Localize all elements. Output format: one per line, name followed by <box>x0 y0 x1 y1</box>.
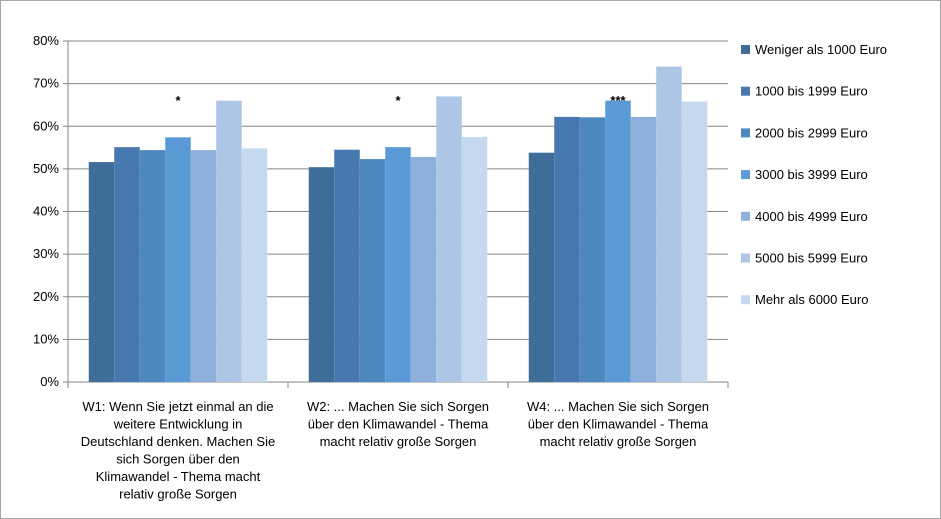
x-category-label: macht relativ große Sorgen <box>320 434 477 449</box>
bar <box>605 100 631 383</box>
legend-swatch <box>741 128 750 138</box>
bar <box>334 149 360 382</box>
legend-label: Weniger als 1000 Euro <box>755 42 887 57</box>
legend-swatch <box>741 86 750 96</box>
y-tick-label: 60% <box>33 118 59 133</box>
legend-swatch <box>741 170 750 180</box>
y-tick-label: 10% <box>33 331 59 346</box>
legend-label: 3000 bis 3999 Euro <box>755 167 868 182</box>
legend-label: 1000 bis 1999 Euro <box>755 84 868 99</box>
bar <box>216 100 242 383</box>
bar <box>88 162 115 382</box>
legend-label: Mehr als 6000 Euro <box>755 292 868 307</box>
x-category-label: macht relativ große Sorgen <box>540 434 697 449</box>
x-category-label: relativ große Sorgen <box>119 487 237 502</box>
legend-swatch <box>741 253 750 263</box>
bar <box>165 137 191 382</box>
x-category-label: über den Klimawandel - Thema <box>308 417 489 432</box>
x-category-label: sich Sorgen über den <box>116 452 240 467</box>
x-category-label: Deutschland denken. Machen Sie <box>81 434 275 449</box>
bar <box>656 66 682 382</box>
bar <box>359 159 386 382</box>
legend-swatch <box>741 211 750 221</box>
y-tick-label: 20% <box>33 289 59 304</box>
bar <box>190 150 217 382</box>
bar <box>681 101 708 382</box>
y-tick-label: 30% <box>33 246 59 261</box>
legend-label: 4000 bis 4999 Euro <box>755 209 868 224</box>
bar <box>308 167 335 382</box>
x-category-label: über den Klimawandel - Thema <box>528 417 709 432</box>
legend-swatch <box>741 295 750 305</box>
x-category-label: Klimawandel - Thema macht <box>96 469 261 484</box>
bar <box>461 136 488 382</box>
x-category-label: W2: ... Machen Sie sich Sorgen <box>307 399 489 414</box>
y-tick-label: 80% <box>33 33 59 48</box>
bar <box>579 117 606 382</box>
x-category-label: W1: Wenn Sie jetzt einmal an die <box>82 399 273 414</box>
x-category-label: weitere Entwicklung in <box>113 417 243 432</box>
bar <box>630 116 657 382</box>
legend-label: 5000 bis 5999 Euro <box>755 251 868 266</box>
significance-marker: * <box>175 93 181 108</box>
bar <box>385 147 411 382</box>
bar <box>528 152 555 382</box>
bar <box>114 147 140 382</box>
bar <box>139 150 166 382</box>
legend-label: 2000 bis 2999 Euro <box>755 125 868 140</box>
bar <box>436 96 462 382</box>
legend-swatch <box>741 45 750 54</box>
y-tick-label: 40% <box>33 204 59 219</box>
y-tick-label: 50% <box>33 161 59 176</box>
bar <box>554 116 580 382</box>
y-tick-label: 70% <box>33 76 59 91</box>
significance-marker: * <box>395 93 401 108</box>
significance-marker: *** <box>610 93 626 108</box>
bar <box>410 156 437 382</box>
y-tick-label: 0% <box>40 374 59 389</box>
x-category-label: W4: ... Machen Sie sich Sorgen <box>527 399 709 414</box>
bar <box>241 148 268 382</box>
